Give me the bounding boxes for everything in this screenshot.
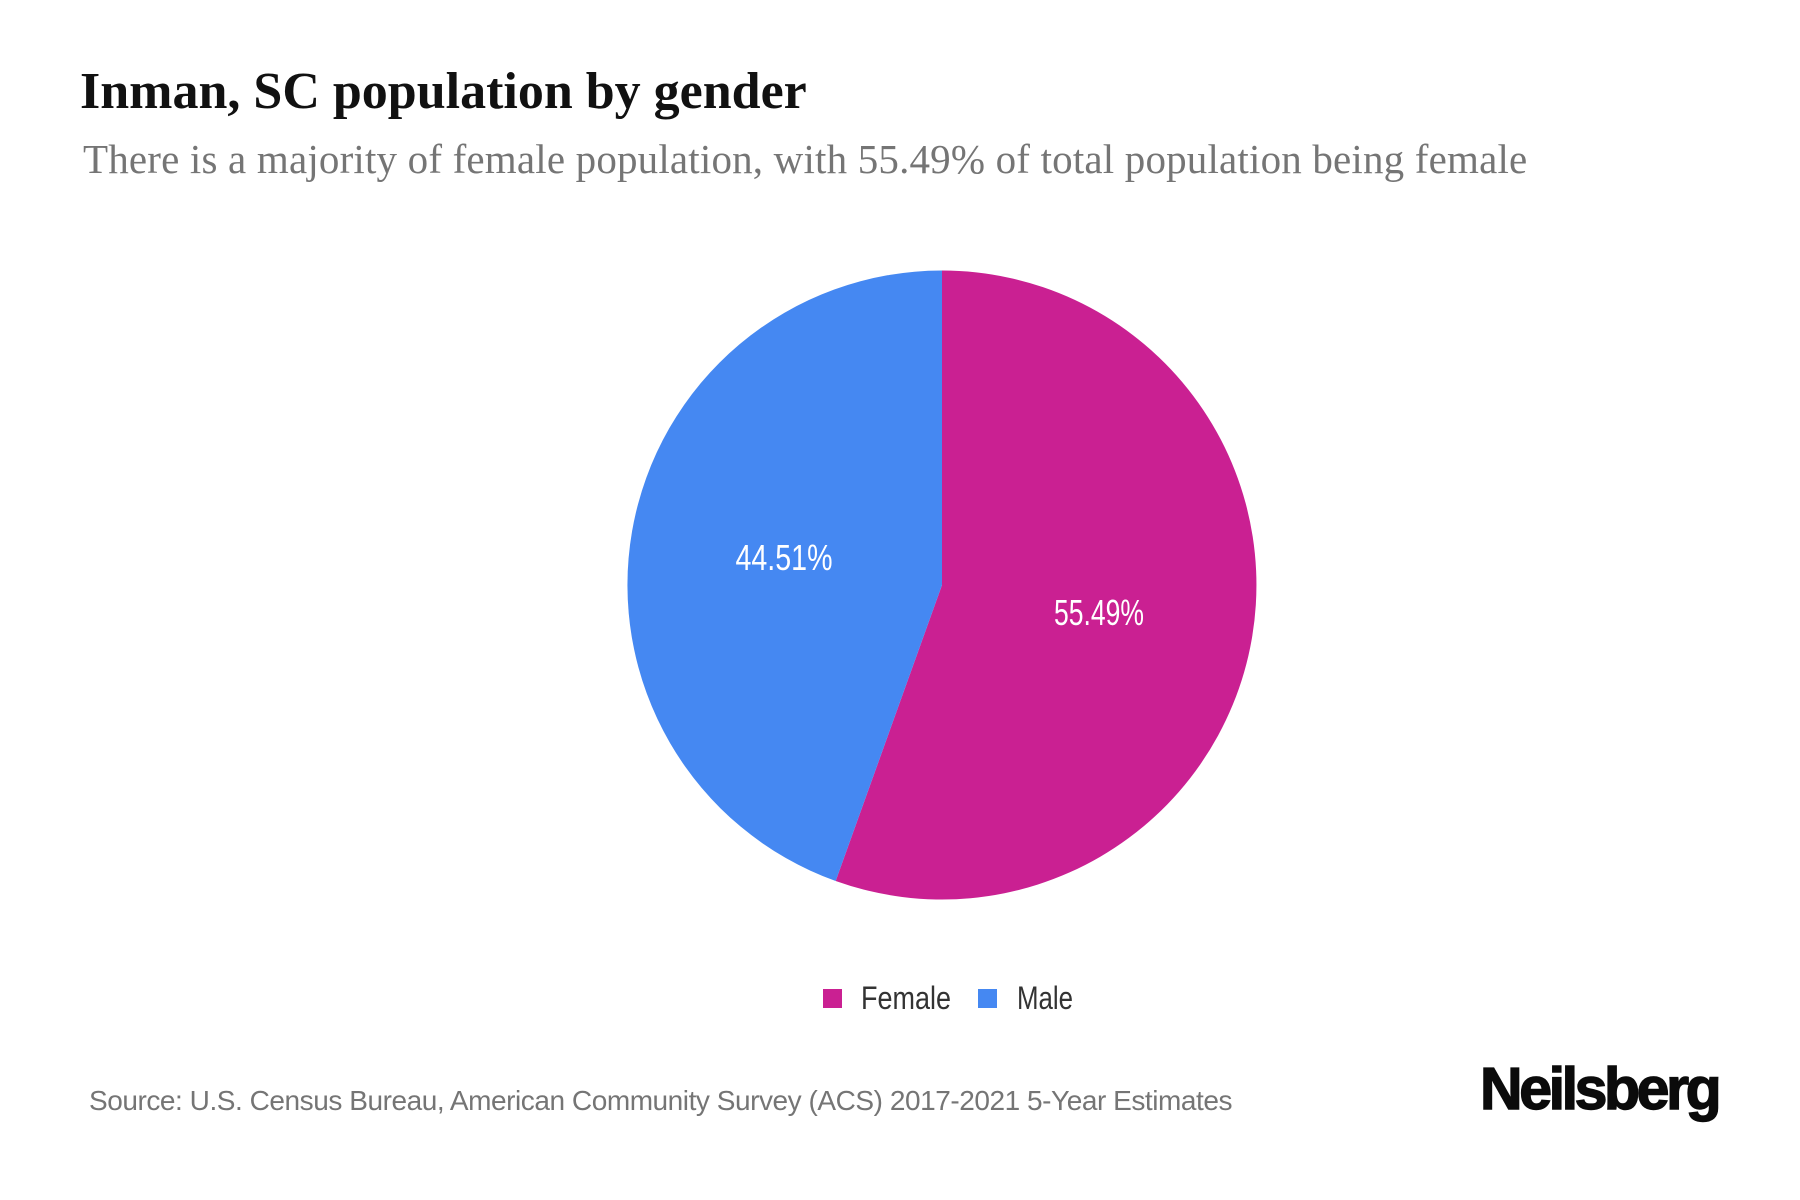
svg-text:Female: Female — [861, 980, 951, 1016]
svg-text:Male: Male — [1017, 980, 1073, 1016]
svg-text:44.51%: 44.51% — [736, 537, 833, 578]
svg-text:55.49%: 55.49% — [1054, 592, 1144, 633]
